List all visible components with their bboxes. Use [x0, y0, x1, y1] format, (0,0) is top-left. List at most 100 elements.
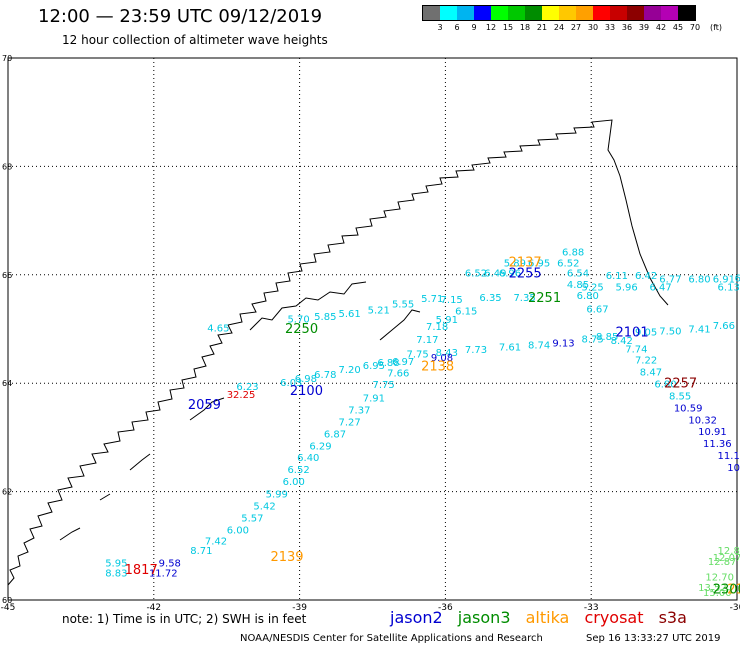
lon-label: -33 — [584, 603, 599, 613]
swh-value: 7.22 — [635, 356, 657, 367]
swh-value: 6.88 — [562, 247, 584, 258]
colorbar-swatches — [422, 5, 696, 21]
swh-value: 6.78 — [314, 370, 336, 381]
colorbar-unit: (ft) — [709, 23, 723, 32]
footer-credit: NOAA/NESDIS Center for Satellite Applica… — [240, 633, 543, 644]
colorbar-tick-label: 36 — [621, 23, 633, 32]
colorbar-tick-label: 18 — [519, 23, 531, 32]
swh-value: 6.13 — [718, 283, 740, 294]
pass-time: 2106 — [727, 582, 740, 597]
colorbar-tick-label: 33 — [604, 23, 616, 32]
map-frame — [7, 57, 738, 601]
swh-value: 6.87 — [324, 429, 346, 440]
swh-value: 8.71 — [190, 546, 212, 557]
colorbar-tick-label: 30 — [587, 23, 599, 32]
swh-value: 5.99 — [266, 490, 288, 501]
swh-value: 15.00 — [703, 588, 732, 599]
swh-value: 12.07 — [713, 553, 740, 564]
swh-value: 7.27 — [338, 417, 360, 428]
pass-time: 2300 — [713, 582, 740, 597]
swh-value: 7.61 — [499, 343, 521, 354]
swh-value: 8.43 — [436, 348, 458, 359]
swh-value: 7.66 — [713, 321, 735, 332]
swh-value: 10.91 — [698, 427, 727, 438]
pass-time: 2257 — [664, 377, 697, 392]
units-note: note: 1) Time is in UTC; 2) SWH is in fe… — [62, 612, 307, 626]
swh-value: 10.59 — [674, 403, 703, 414]
swh-value: 8.42 — [611, 336, 633, 347]
colorbar-tick-label: 9 — [471, 23, 477, 32]
colorbar-swatch — [678, 6, 695, 20]
coastline-detail — [59, 281, 421, 541]
swh-value: 12.70 — [705, 572, 734, 583]
colorbar-swatch — [627, 6, 644, 20]
swh-value: 6.49 — [484, 268, 506, 279]
lon-label: -45 — [1, 603, 16, 613]
legend-s3a: s3a — [658, 608, 687, 627]
swh-value: 7.15 — [441, 295, 463, 306]
footer: NOAA/NESDIS Center for Satellite Applica… — [240, 633, 721, 644]
pass-time: 2250 — [285, 322, 318, 337]
swh-value: 11.72 — [149, 569, 178, 580]
swh-value: 6.35 — [479, 293, 501, 304]
swh-value: 32.25 — [227, 390, 256, 401]
swh-value: 6.98 — [295, 374, 317, 385]
swh-value: 5.57 — [241, 513, 263, 524]
colorbar-ticks: 3 6 9 12 15 18 21 24 27 30 33 36 39 42 45 70 (ft) — [422, 21, 722, 33]
swh-value: 6.03 — [280, 378, 302, 389]
swh-value: 6.52 — [465, 268, 487, 279]
swh-value: 6.23 — [236, 382, 258, 393]
swh-value: 4.85 — [567, 280, 589, 291]
swh-value: 7.75 — [373, 380, 395, 391]
lat-label: 66 — [2, 271, 12, 280]
swh-labels: 6.886.526.955.896.526.496.96 6.54 6.11 6.42… — [105, 247, 740, 599]
lat-label: 70 — [2, 54, 12, 63]
swh-value: 9.13 — [552, 338, 574, 349]
satellite-legend: jason2 jason3 altika cryosat s3a — [390, 608, 697, 627]
pass-time: 2137 — [509, 256, 542, 271]
swh-value: 8.47 — [640, 368, 662, 379]
graticule: 70 68 66 64 62 60-45 -42 -39 -36 -33 -30 — [1, 54, 740, 613]
swh-value: 7.20 — [338, 365, 360, 376]
swh-value: 8.75 — [581, 335, 603, 346]
swh-value: 12.86 — [718, 546, 740, 557]
legend-cryosat: cryosat — [584, 608, 644, 627]
pass-time: 2100 — [290, 384, 323, 399]
swh-value: 5.21 — [368, 305, 390, 316]
colorbar-swatch — [474, 6, 491, 20]
swh-value: 6.29 — [309, 441, 331, 452]
swh-value: 9.08 — [431, 353, 453, 364]
swh-value: 12.87 — [708, 557, 737, 568]
map-title: 12:00 — 23:59 UTC 09/12/2019 — [38, 6, 323, 27]
colorbar-swatch — [559, 6, 576, 20]
swh-value: 11.12 — [718, 451, 740, 462]
colorbar-swatch — [440, 6, 457, 20]
swh-value: 5.91 — [436, 315, 458, 326]
legend-altika: altika — [525, 608, 570, 627]
colorbar-tick-label: 3 — [437, 23, 443, 32]
colorbar-swatch — [508, 6, 525, 20]
swh-value: 7.50 — [659, 326, 681, 337]
swh-value: 6.88 — [377, 358, 399, 369]
swh-value: 8.83 — [105, 569, 127, 580]
swh-value: 6.09 — [735, 273, 740, 284]
pass-time: 2059 — [188, 398, 221, 413]
swh-value: 11.36 — [703, 439, 732, 450]
swh-value: 10.32 — [688, 415, 717, 426]
pass-time: 2139 — [270, 550, 303, 565]
swh-value: 7.41 — [688, 324, 710, 335]
swh-value: 6.80 — [577, 291, 599, 302]
colorbar-swatch — [593, 6, 610, 20]
swh-value: 5.70 — [287, 314, 309, 325]
lat-label: 64 — [2, 379, 12, 388]
colorbar-swatch — [576, 6, 593, 20]
swh-value: 6.97 — [392, 357, 414, 368]
footer-timestamp: Sep 16 13:33:27 UTC 2019 — [586, 633, 721, 644]
swh-value: 5.85 — [314, 312, 336, 323]
lat-label: 60 — [2, 596, 12, 605]
colorbar-swatch — [644, 6, 661, 20]
colorbar-tick-label: 27 — [570, 23, 582, 32]
colorbar-swatch — [542, 6, 559, 20]
colorbar-tick-label: 42 — [655, 23, 667, 32]
swh-value: 6.95 — [363, 361, 385, 372]
